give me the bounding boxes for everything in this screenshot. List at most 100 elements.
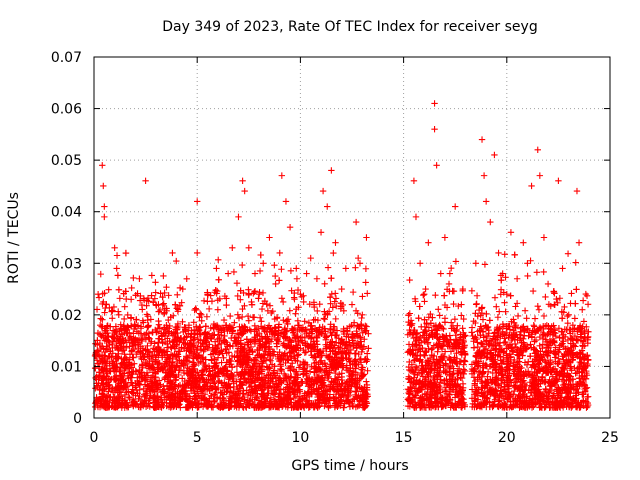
- roti-point: [228, 334, 235, 342]
- roti-point: [110, 358, 117, 365]
- roti-point: [247, 379, 255, 387]
- roti-point: [146, 403, 153, 410]
- roti-point: [127, 314, 135, 321]
- roti-point: [144, 324, 151, 331]
- roti-point: [497, 333, 504, 340]
- roti-point: [494, 314, 502, 321]
- roti-point: [316, 300, 323, 308]
- roti-point: [109, 338, 117, 345]
- roti-point: [419, 366, 426, 373]
- roti-point: [364, 367, 371, 374]
- roti-point: [459, 325, 466, 332]
- roti-point: [405, 347, 413, 355]
- roti-point: [121, 363, 128, 371]
- roti-point: [256, 267, 264, 275]
- roti-point: [322, 311, 329, 318]
- roti-point: [432, 292, 439, 299]
- roti-point: [306, 368, 314, 375]
- roti-point: [362, 279, 369, 286]
- roti-point: [121, 351, 128, 358]
- roti-point: [198, 317, 205, 325]
- roti-point: [353, 383, 360, 391]
- roti-point: [329, 304, 336, 311]
- roti-point: [558, 341, 565, 349]
- roti-point: [584, 393, 592, 400]
- roti-point: [327, 300, 334, 307]
- roti-point: [364, 350, 371, 357]
- roti-point: [451, 315, 459, 323]
- roti-point: [233, 280, 241, 287]
- roti-point: [579, 306, 586, 313]
- roti-point: [226, 322, 233, 330]
- roti-point: [220, 354, 227, 362]
- roti-point: [237, 296, 244, 303]
- roti-point: [272, 272, 279, 280]
- roti-point: [552, 374, 559, 382]
- roti-point: [584, 339, 592, 347]
- roti-point: [553, 295, 560, 303]
- roti-point: [474, 328, 481, 335]
- roti-point: [482, 361, 490, 368]
- roti-point: [258, 305, 266, 313]
- roti-point: [422, 285, 429, 293]
- roti-point: [92, 385, 99, 392]
- roti-point: [473, 292, 481, 299]
- roti-point: [479, 368, 487, 375]
- roti-point: [278, 266, 285, 273]
- roti-point: [147, 316, 155, 323]
- roti-point: [116, 295, 124, 302]
- roti-point: [246, 326, 253, 333]
- roti-point: [98, 354, 106, 362]
- roti-point: [544, 352, 552, 360]
- roti-point: [93, 357, 101, 364]
- roti-point: [540, 312, 548, 320]
- roti-point: [144, 342, 151, 350]
- roti-point: [533, 269, 541, 276]
- roti-point: [174, 291, 181, 298]
- roti-point: [119, 359, 127, 366]
- roti-point: [583, 323, 590, 331]
- roti-point: [529, 287, 537, 295]
- roti-point: [564, 312, 571, 320]
- roti-point: [301, 318, 308, 325]
- roti-point: [331, 298, 338, 305]
- roti-point: [527, 341, 534, 348]
- roti-point: [425, 345, 432, 353]
- roti-point: [567, 393, 574, 400]
- roti-point: [151, 295, 159, 302]
- roti-point: [252, 327, 260, 335]
- roti-point: [300, 298, 307, 306]
- roti-point: [301, 349, 309, 356]
- roti-point: [266, 356, 273, 363]
- roti-point: [362, 265, 370, 272]
- roti-point: [160, 391, 168, 399]
- roti-point: [289, 360, 296, 367]
- roti-point: [332, 369, 339, 377]
- roti-point: [106, 381, 113, 388]
- roti-point: [424, 340, 431, 348]
- roti-point: [362, 403, 369, 410]
- roti-point: [273, 386, 280, 394]
- roti-point: [501, 251, 508, 258]
- roti-point: [156, 306, 164, 314]
- roti-point: [157, 290, 164, 297]
- roti-point: [485, 326, 492, 334]
- roti-point: [522, 344, 529, 352]
- roti-point: [244, 312, 252, 320]
- roti-point: [356, 260, 364, 267]
- roti-point: [105, 382, 112, 389]
- roti-point: [364, 290, 371, 297]
- roti-point: [335, 335, 342, 342]
- roti-point: [181, 361, 189, 368]
- roti-point: [233, 363, 241, 370]
- roti-point: [412, 340, 420, 348]
- roti-point: [425, 324, 433, 331]
- roti-point: [256, 314, 264, 321]
- roti-point: [241, 302, 248, 309]
- roti-point: [239, 261, 246, 269]
- roti-point: [263, 395, 270, 402]
- roti-point: [452, 332, 459, 339]
- roti-point: [213, 265, 220, 272]
- roti-point: [203, 313, 211, 320]
- roti-point: [332, 290, 339, 297]
